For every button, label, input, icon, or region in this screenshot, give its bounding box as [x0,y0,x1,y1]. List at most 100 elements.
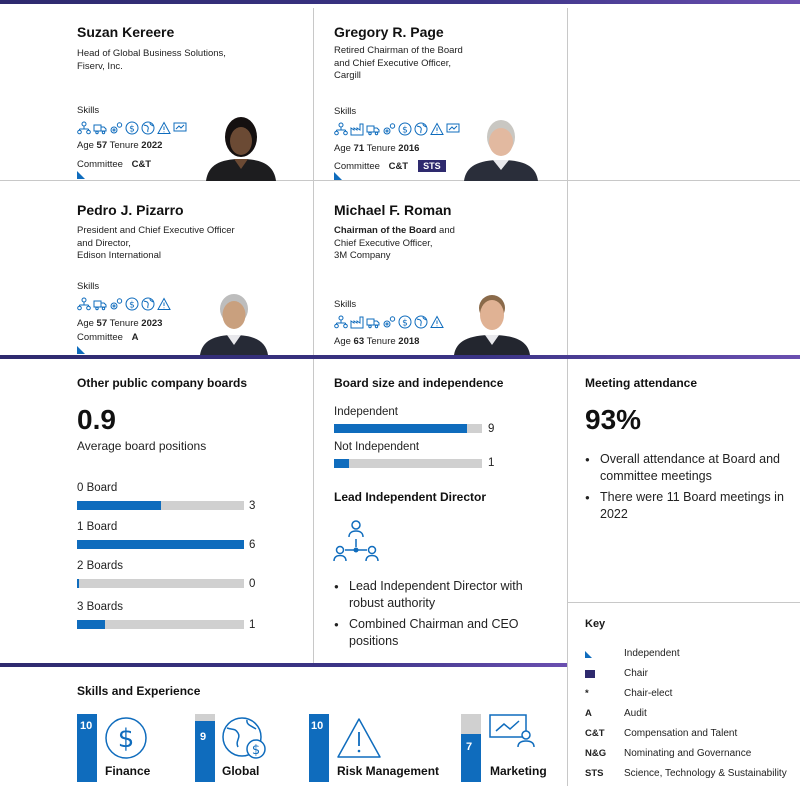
factory-icon [350,316,364,329]
bar-track [334,424,482,433]
key-row: C&T Compensation and Talent [585,728,738,739]
bar-label: Independent [334,406,398,418]
section-title: Meeting attendance [585,376,698,390]
truck-icon [93,300,107,311]
independent-marker-icon [585,651,592,658]
skill-icons: $ [334,315,444,329]
director-name: Gregory R. Page [334,24,444,40]
dollar-icon: $ [105,717,147,759]
bar-track [334,459,482,468]
bar-label: Not Independent [334,441,420,453]
bar-label: 3 Boards [77,601,124,613]
average-board-label: Average board positions [77,439,207,453]
director-name: Pedro J. Pizarro [77,202,184,218]
attendance-percent: 93% [585,404,642,435]
key-row: STS Science, Technology & Sustainability [585,768,787,779]
bar-label: 2 Boards [77,560,124,572]
director-photo [206,117,276,181]
age-tenure: Age 57 Tenure 2023 [77,318,163,329]
skills-label: Skills [77,105,100,116]
skill-fill [461,734,481,782]
skills-label: Skills [77,281,100,292]
director-role: Retired Chairman of the Board and Chief … [334,45,463,81]
director-role: Chairman of the Board and Chief Executiv… [334,225,455,261]
skill-column-finance: 10 [77,714,97,782]
presentation-icon [173,122,187,132]
director-photo [454,295,530,355]
svg-text:$: $ [402,125,408,135]
bullet-item: Lead Independent Director with robust au… [334,578,559,612]
chair-marker-icon [585,670,595,678]
globe-icon: $ [222,717,266,759]
key-row: Chair [585,668,800,682]
truck-icon [93,124,107,135]
dollar-icon: $ [125,121,139,135]
average-board-number: 0.9 [77,404,116,435]
truck-icon [366,318,380,329]
skill-column-global: 9 [195,714,215,782]
key-row: N&G Nominating and Governance [585,748,752,759]
bar-value: 3 [249,500,256,512]
director-role: Head of Global Business Solutions, Fiser… [77,48,226,72]
dollar-icon: $ [398,315,412,329]
committee: Committee C&T [77,159,152,170]
age-tenure: Age 57 Tenure 2022 [77,140,163,151]
skill-column-marketing: 7 [461,714,481,782]
bar-fill [334,459,349,468]
svg-text:$: $ [402,318,408,328]
bar-value: 0 [249,578,256,590]
director-photo [200,294,268,355]
org-chart-icon [334,315,348,329]
director-name: Suzan Kereere [77,24,175,40]
bar-label: 0 Board [77,482,118,494]
skills-label: Skills [334,299,357,310]
bar-value: 1 [488,457,495,469]
bar-track [77,579,244,588]
lead-director-bullets: Lead Independent Director with robust au… [334,578,559,654]
skill-column-risk: 10 [309,714,329,782]
svg-text:$: $ [252,743,260,758]
dollar-icon: $ [125,297,139,311]
bar-fill [77,501,161,510]
age-tenure: Age 63 Tenure 2018 [334,336,420,347]
committee: Committee C&T STS [334,160,446,172]
skill-value: 10 [311,720,324,732]
skill-name: Marketing [490,764,547,778]
key-row: * Chair-elect [585,688,673,699]
lower-band [0,663,567,667]
warning-icon [337,718,381,758]
bar-track [77,620,244,629]
bar-value: 9 [488,423,495,435]
skill-value: 10 [80,720,93,732]
independent-marker-icon [334,172,342,180]
skill-fill [309,714,329,782]
org-chart-icon [333,520,379,562]
independent-marker-icon [77,171,85,179]
globe-icon [414,315,428,329]
skill-value: 9 [200,731,207,743]
section-title: Other public company boards [77,376,248,390]
svg-text:$: $ [129,300,135,310]
skill-icons: $ [77,121,187,135]
gears-icon [110,122,123,134]
lead-director-title: Lead Independent Director [334,490,487,504]
key-row: A Audit [585,708,647,719]
truck-icon [366,125,380,136]
director-photo [464,120,538,181]
key-title: Key [585,618,606,630]
skill-name: Global [222,764,260,778]
presentation-icon [489,714,535,748]
skills-label: Skills [334,106,357,117]
skill-icons: $ [334,122,460,136]
org-chart-icon [334,122,348,136]
key-row: Independent [585,648,800,662]
bar-value: 1 [249,619,256,631]
org-chart-icon [77,297,91,311]
svg-text:$: $ [118,724,135,754]
skill-icons: $ [77,297,171,311]
bullet-item: Combined Chairman and CEO positions [334,616,559,650]
director-name: Michael F. Roman [334,202,452,218]
gears-icon [110,298,123,310]
skill-fill [195,720,215,782]
bar-value: 6 [249,539,256,551]
